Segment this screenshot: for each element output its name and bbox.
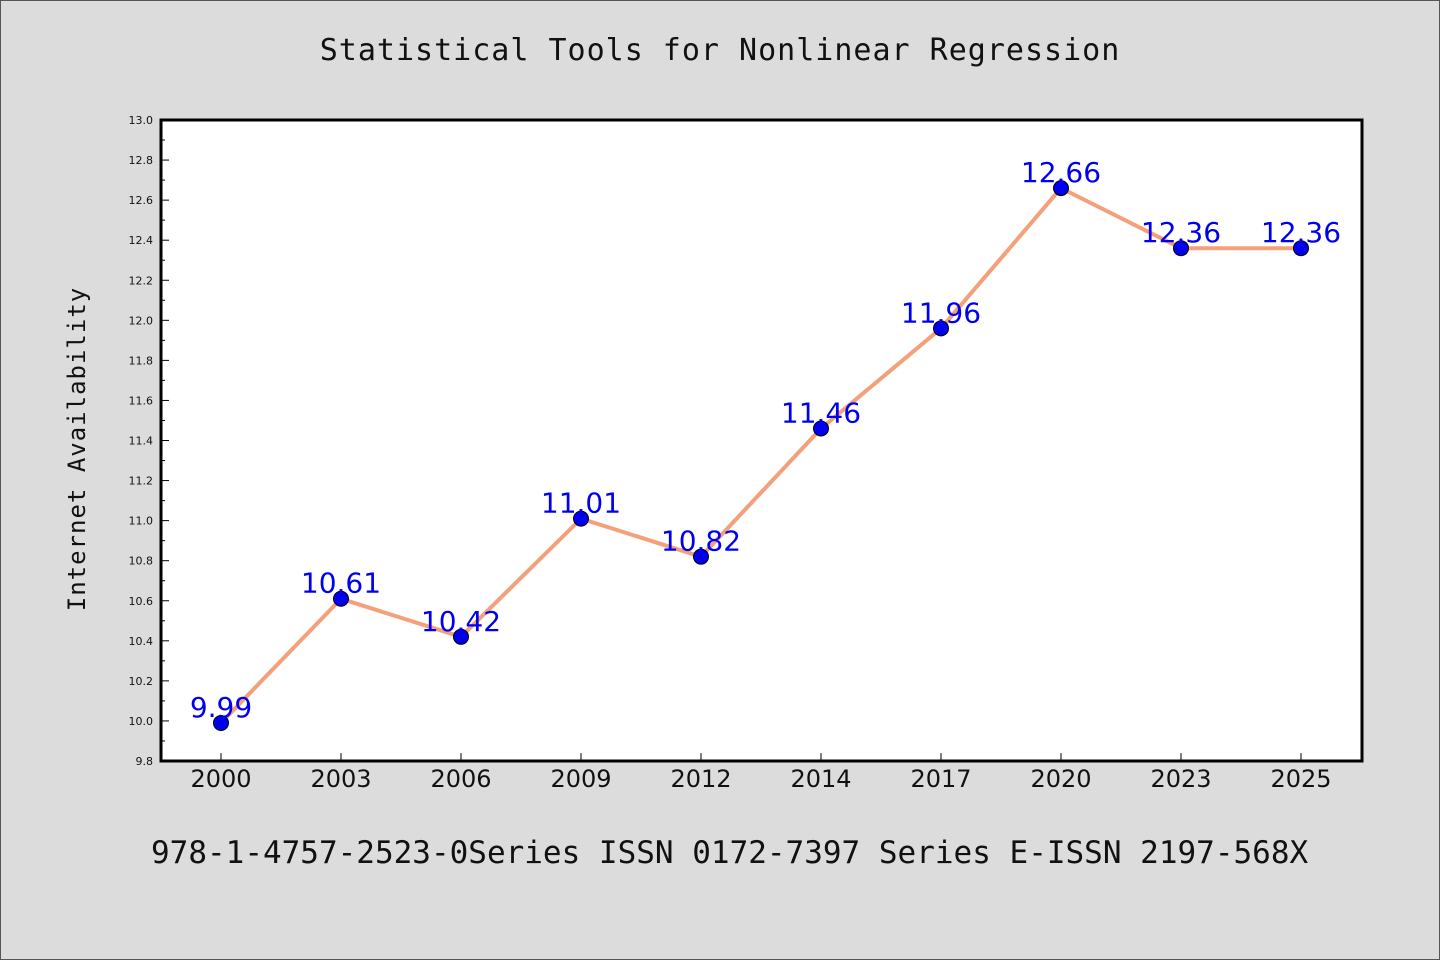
series-group: 9.99 10.61 10.42 11.01 10.82 11.46 11.96 12.66 1… bbox=[190, 156, 1341, 731]
y-tick-label: 12.4 bbox=[129, 234, 154, 247]
x-tick-label: 2014 bbox=[790, 765, 851, 793]
y-tick-label: 11.0 bbox=[129, 515, 154, 528]
y-tick-label: 12.2 bbox=[129, 274, 154, 287]
chart-title: Statistical Tools for Nonlinear Regressi… bbox=[319, 33, 1121, 68]
data-point bbox=[693, 548, 709, 565]
y-tick-label: 12.8 bbox=[129, 154, 154, 167]
data-label: 10.61 bbox=[301, 567, 381, 600]
y-tick-label: 11.6 bbox=[129, 394, 154, 407]
data-point bbox=[1293, 240, 1309, 257]
x-tick-label: 2025 bbox=[1270, 765, 1331, 793]
y-tick-label: 10.2 bbox=[129, 675, 154, 688]
y-tick-label: 11.4 bbox=[129, 435, 154, 448]
y-tick-label: 11.8 bbox=[129, 354, 154, 367]
data-label: 12.36 bbox=[1261, 216, 1341, 249]
y-axis: 9.8 10.0 10.2 10.4 10.6 10.8 11.0 11.2 11.4 11.6 1… bbox=[129, 114, 169, 768]
plot-area bbox=[159, 118, 1364, 763]
x-tick-label: 2009 bbox=[550, 765, 611, 793]
data-label: 10.82 bbox=[661, 525, 741, 558]
data-point bbox=[213, 714, 229, 731]
data-point bbox=[1053, 180, 1069, 197]
y-tick-label: 9.8 bbox=[136, 755, 154, 768]
x-tick-label: 2006 bbox=[430, 765, 491, 793]
data-point bbox=[333, 590, 349, 607]
data-label: 9.99 bbox=[190, 691, 252, 724]
x-axis: 2000 2003 2006 2009 2012 2014 2017 2020 2023 2025 bbox=[190, 753, 1332, 793]
data-label: 11.01 bbox=[541, 487, 621, 520]
y-tick-label: 12.6 bbox=[129, 194, 154, 207]
data-label: 10.42 bbox=[421, 605, 501, 638]
y-tick-label: 10.6 bbox=[129, 595, 154, 608]
y-tick-label: 12.0 bbox=[129, 314, 154, 327]
x-tick-label: 2017 bbox=[910, 765, 971, 793]
data-point bbox=[1173, 240, 1189, 257]
data-point bbox=[813, 420, 829, 437]
x-tick-label: 2012 bbox=[670, 765, 731, 793]
series-line bbox=[219, 186, 1301, 725]
y-tick-label: 11.2 bbox=[129, 475, 154, 488]
x-tick-label: 2020 bbox=[1030, 765, 1091, 793]
data-point bbox=[933, 320, 949, 337]
data-point bbox=[453, 628, 469, 645]
y-tick-label: 10.0 bbox=[129, 715, 154, 728]
data-label: 11.46 bbox=[781, 396, 861, 429]
y-tick-label: 10.4 bbox=[129, 635, 154, 648]
x-tick-label: 2003 bbox=[310, 765, 371, 793]
y-axis-label: Internet Availability bbox=[63, 287, 91, 611]
y-tick-label: 10.8 bbox=[129, 555, 154, 568]
data-label: 12.66 bbox=[1021, 156, 1101, 189]
data-label: 12.36 bbox=[1141, 216, 1221, 249]
footer-text: 978-1-4757-2523-0Series ISSN 0172-7397 S… bbox=[151, 835, 1309, 871]
x-tick-label: 2000 bbox=[190, 765, 251, 793]
y-tick-label: 13.0 bbox=[129, 114, 154, 127]
data-label: 11.96 bbox=[901, 296, 981, 329]
x-tick-label: 2023 bbox=[1150, 765, 1211, 793]
data-point bbox=[573, 510, 589, 527]
